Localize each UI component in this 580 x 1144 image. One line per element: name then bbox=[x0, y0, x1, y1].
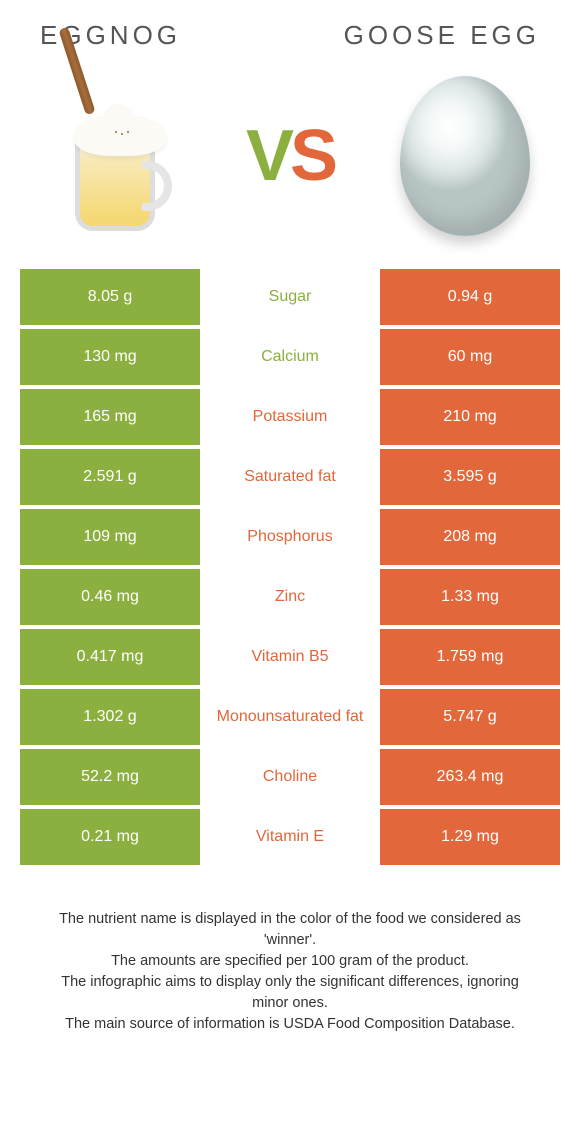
right-value: 1.759 mg bbox=[380, 629, 560, 685]
nutrient-label: Calcium bbox=[200, 329, 380, 385]
left-value: 1.302 g bbox=[20, 689, 200, 745]
footer-line: The amounts are specified per 100 gram o… bbox=[44, 951, 536, 972]
right-value: 60 mg bbox=[380, 329, 560, 385]
left-value: 0.417 mg bbox=[20, 629, 200, 685]
header: EGGNOG GOOSE EGG bbox=[20, 20, 560, 61]
footer-line: The main source of information is USDA F… bbox=[44, 1014, 536, 1035]
images-row: VS bbox=[20, 61, 560, 261]
table-row: 0.21 mgVitamin E1.29 mg bbox=[20, 809, 560, 865]
nutrient-label: Zinc bbox=[200, 569, 380, 625]
left-value: 165 mg bbox=[20, 389, 200, 445]
goose-egg-image bbox=[390, 71, 540, 241]
footer-notes: The nutrient name is displayed in the co… bbox=[20, 869, 560, 1055]
nutrient-label: Vitamin E bbox=[200, 809, 380, 865]
footer-line: The nutrient name is displayed in the co… bbox=[44, 909, 536, 951]
vs-s: S bbox=[290, 116, 334, 196]
left-value: 2.591 g bbox=[20, 449, 200, 505]
nutrient-label: Phosphorus bbox=[200, 509, 380, 565]
left-value: 130 mg bbox=[20, 329, 200, 385]
table-row: 165 mgPotassium210 mg bbox=[20, 389, 560, 445]
table-row: 130 mgCalcium60 mg bbox=[20, 329, 560, 385]
nutrient-label: Potassium bbox=[200, 389, 380, 445]
nutrient-table: 8.05 gSugar0.94 g130 mgCalcium60 mg165 m… bbox=[20, 269, 560, 865]
nutrient-label: Choline bbox=[200, 749, 380, 805]
footer-line: The infographic aims to display only the… bbox=[44, 972, 536, 1014]
vs-v: V bbox=[246, 116, 290, 196]
left-value: 52.2 mg bbox=[20, 749, 200, 805]
right-value: 3.595 g bbox=[380, 449, 560, 505]
nutrient-label: Saturated fat bbox=[200, 449, 380, 505]
right-value: 5.747 g bbox=[380, 689, 560, 745]
nutrient-label: Sugar bbox=[200, 269, 380, 325]
left-value: 0.46 mg bbox=[20, 569, 200, 625]
left-value: 109 mg bbox=[20, 509, 200, 565]
table-row: 0.417 mgVitamin B51.759 mg bbox=[20, 629, 560, 685]
nutrient-label: Monounsaturated fat bbox=[200, 689, 380, 745]
eggnog-image bbox=[40, 71, 190, 241]
right-value: 208 mg bbox=[380, 509, 560, 565]
table-row: 52.2 mgCholine263.4 mg bbox=[20, 749, 560, 805]
left-value: 8.05 g bbox=[20, 269, 200, 325]
right-value: 1.29 mg bbox=[380, 809, 560, 865]
nutrient-label: Vitamin B5 bbox=[200, 629, 380, 685]
right-value: 0.94 g bbox=[380, 269, 560, 325]
left-value: 0.21 mg bbox=[20, 809, 200, 865]
right-food-title: GOOSE EGG bbox=[344, 20, 540, 51]
right-value: 210 mg bbox=[380, 389, 560, 445]
right-value: 1.33 mg bbox=[380, 569, 560, 625]
table-row: 0.46 mgZinc1.33 mg bbox=[20, 569, 560, 625]
right-value: 263.4 mg bbox=[380, 749, 560, 805]
table-row: 8.05 gSugar0.94 g bbox=[20, 269, 560, 325]
table-row: 1.302 gMonounsaturated fat5.747 g bbox=[20, 689, 560, 745]
table-row: 2.591 gSaturated fat3.595 g bbox=[20, 449, 560, 505]
table-row: 109 mgPhosphorus208 mg bbox=[20, 509, 560, 565]
vs-label: VS bbox=[246, 120, 334, 192]
